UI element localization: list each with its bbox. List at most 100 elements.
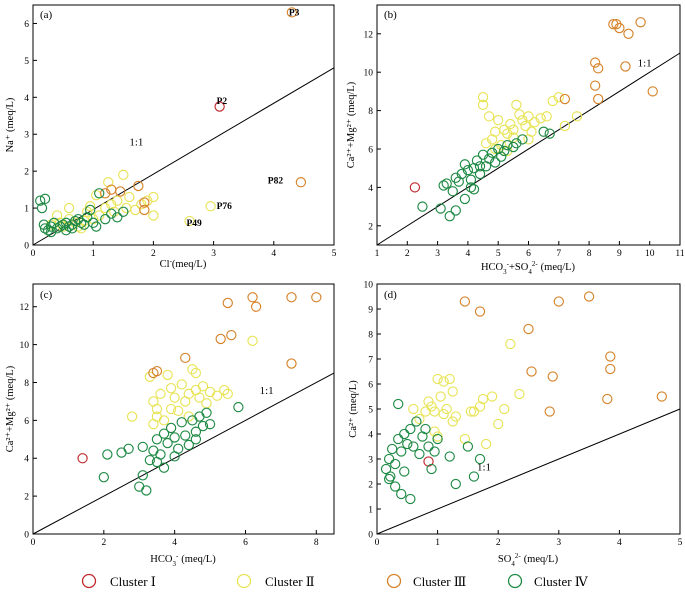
legend-item-cluster-2: Cluster Ⅱ xyxy=(236,573,315,589)
y-tick-label: 8 xyxy=(368,107,373,117)
data-point-cluster4 xyxy=(204,418,216,430)
data-point-cluster2 xyxy=(505,338,516,350)
y-tick-label: 8 xyxy=(368,331,373,341)
data-point-cluster3 xyxy=(589,80,601,91)
data-point-cluster2 xyxy=(247,335,258,346)
x-tick-label: 8 xyxy=(587,249,592,259)
data-point-cluster3 xyxy=(620,61,631,72)
data-point-cluster2 xyxy=(435,391,446,402)
data-point-cluster4 xyxy=(483,153,495,164)
legend-label: Cluster Ⅱ xyxy=(265,574,315,589)
data-point-cluster3 xyxy=(544,406,555,417)
point-annotation: P76 xyxy=(217,202,233,212)
data-point-cluster2 xyxy=(124,191,135,203)
data-point-cluster2 xyxy=(444,373,455,385)
data-point-cluster3 xyxy=(180,352,191,364)
data-point-cluster4 xyxy=(118,206,129,217)
x-tick-label: 9 xyxy=(617,249,622,259)
data-point-cluster2 xyxy=(432,373,443,385)
data-point-cluster4 xyxy=(151,456,163,468)
data-point-cluster4 xyxy=(137,470,148,481)
data-point-cluster1 xyxy=(423,456,434,467)
data-point-cluster2 xyxy=(541,111,552,122)
data-point-cluster4 xyxy=(544,128,555,139)
x-tick-label: 6 xyxy=(243,538,248,548)
data-point-cluster3 xyxy=(295,177,307,188)
data-point-cluster4 xyxy=(486,147,498,159)
ratio-line-label: 1:1 xyxy=(477,461,491,473)
data-point-cluster4 xyxy=(35,195,46,206)
data-point-cluster4 xyxy=(405,493,416,505)
data-point-cluster2 xyxy=(169,392,180,403)
y-axis-label: Ca²⁺+Mg²⁺ (meq/L) xyxy=(5,365,16,452)
data-point-cluster3 xyxy=(559,93,571,105)
data-point-cluster2 xyxy=(112,195,123,206)
data-point-cluster4 xyxy=(444,451,455,462)
data-point-cluster3 xyxy=(247,292,258,303)
x-axis-label: Cl-(meq/L) xyxy=(160,257,207,270)
data-point-cluster4 xyxy=(393,433,404,445)
data-point-cluster4 xyxy=(438,180,449,191)
data-point-cluster4 xyxy=(496,151,507,162)
data-point-cluster2 xyxy=(219,384,230,396)
data-point-cluster2 xyxy=(502,128,513,139)
data-point-cluster4 xyxy=(158,462,170,473)
data-point-cluster4 xyxy=(190,434,202,445)
data-point-cluster4 xyxy=(100,213,111,225)
data-point-cluster3 xyxy=(608,19,619,30)
y-tick-label: 4 xyxy=(24,455,29,465)
data-point-cluster2 xyxy=(211,390,223,401)
data-point-cluster4 xyxy=(190,426,202,437)
data-point-cluster2 xyxy=(571,111,583,122)
data-point-cluster4 xyxy=(98,472,109,483)
point-layer xyxy=(77,292,322,496)
data-point-cluster4 xyxy=(233,401,244,413)
y-tick-label: 3 xyxy=(368,456,373,466)
data-point-cluster2 xyxy=(499,403,510,415)
point-layer xyxy=(409,17,658,222)
tick-layer: 0 2 4 6 8 0 2 4 6 8 10 12 xyxy=(20,303,319,548)
x-tick-label: 4 xyxy=(617,538,622,548)
data-point-cluster2 xyxy=(148,210,159,221)
panel-label: (b) xyxy=(384,9,397,21)
data-point-cluster2 xyxy=(559,120,571,132)
data-point-cluster2 xyxy=(468,406,480,417)
data-point-cluster3 xyxy=(100,188,111,199)
y-tick-label: 1 xyxy=(24,205,29,215)
data-point-cluster4 xyxy=(383,473,395,485)
data-point-cluster4 xyxy=(474,168,486,180)
panel-a: (a) 0 1 2 3 4 5 0 1 2 3 4 5 6 1:1 P3 P2 P82 P76 P49 Cl-(… xyxy=(5,4,337,270)
y-tick-label: 10 xyxy=(364,281,374,291)
plot-frame xyxy=(32,4,335,246)
data-point-cluster4 xyxy=(465,182,477,193)
y-tick-label: 2 xyxy=(368,481,373,491)
y-tick-label: 10 xyxy=(364,69,374,79)
data-point-cluster2 xyxy=(162,369,173,381)
data-point-cluster3 xyxy=(635,17,646,28)
data-point-cluster3 xyxy=(605,351,616,362)
data-point-cluster2 xyxy=(480,438,492,450)
data-point-cluster1 xyxy=(409,182,421,193)
y-tick-label: 10 xyxy=(20,341,30,351)
data-point-cluster2 xyxy=(423,396,434,407)
data-point-cluster4 xyxy=(82,212,93,223)
data-point-cluster2 xyxy=(493,418,504,430)
data-point-cluster3 xyxy=(602,393,613,405)
data-point-cluster3 xyxy=(226,329,237,341)
data-point-cluster4 xyxy=(399,466,410,477)
data-point-cluster4 xyxy=(396,446,407,457)
data-point-cluster3 xyxy=(459,296,471,307)
x-tick-label: 3 xyxy=(556,538,561,548)
data-point-cluster4 xyxy=(383,453,395,465)
data-point-cluster2 xyxy=(94,210,105,221)
data-point-cluster3 xyxy=(139,204,150,216)
panel-label: (c) xyxy=(40,289,53,301)
data-point-cluster4 xyxy=(405,423,416,435)
data-point-cluster3 xyxy=(250,301,262,312)
x-tick-label: 2 xyxy=(151,249,156,259)
data-point-cluster4 xyxy=(474,161,486,172)
data-point-cluster4 xyxy=(36,202,48,214)
data-point-cluster4 xyxy=(390,481,401,492)
